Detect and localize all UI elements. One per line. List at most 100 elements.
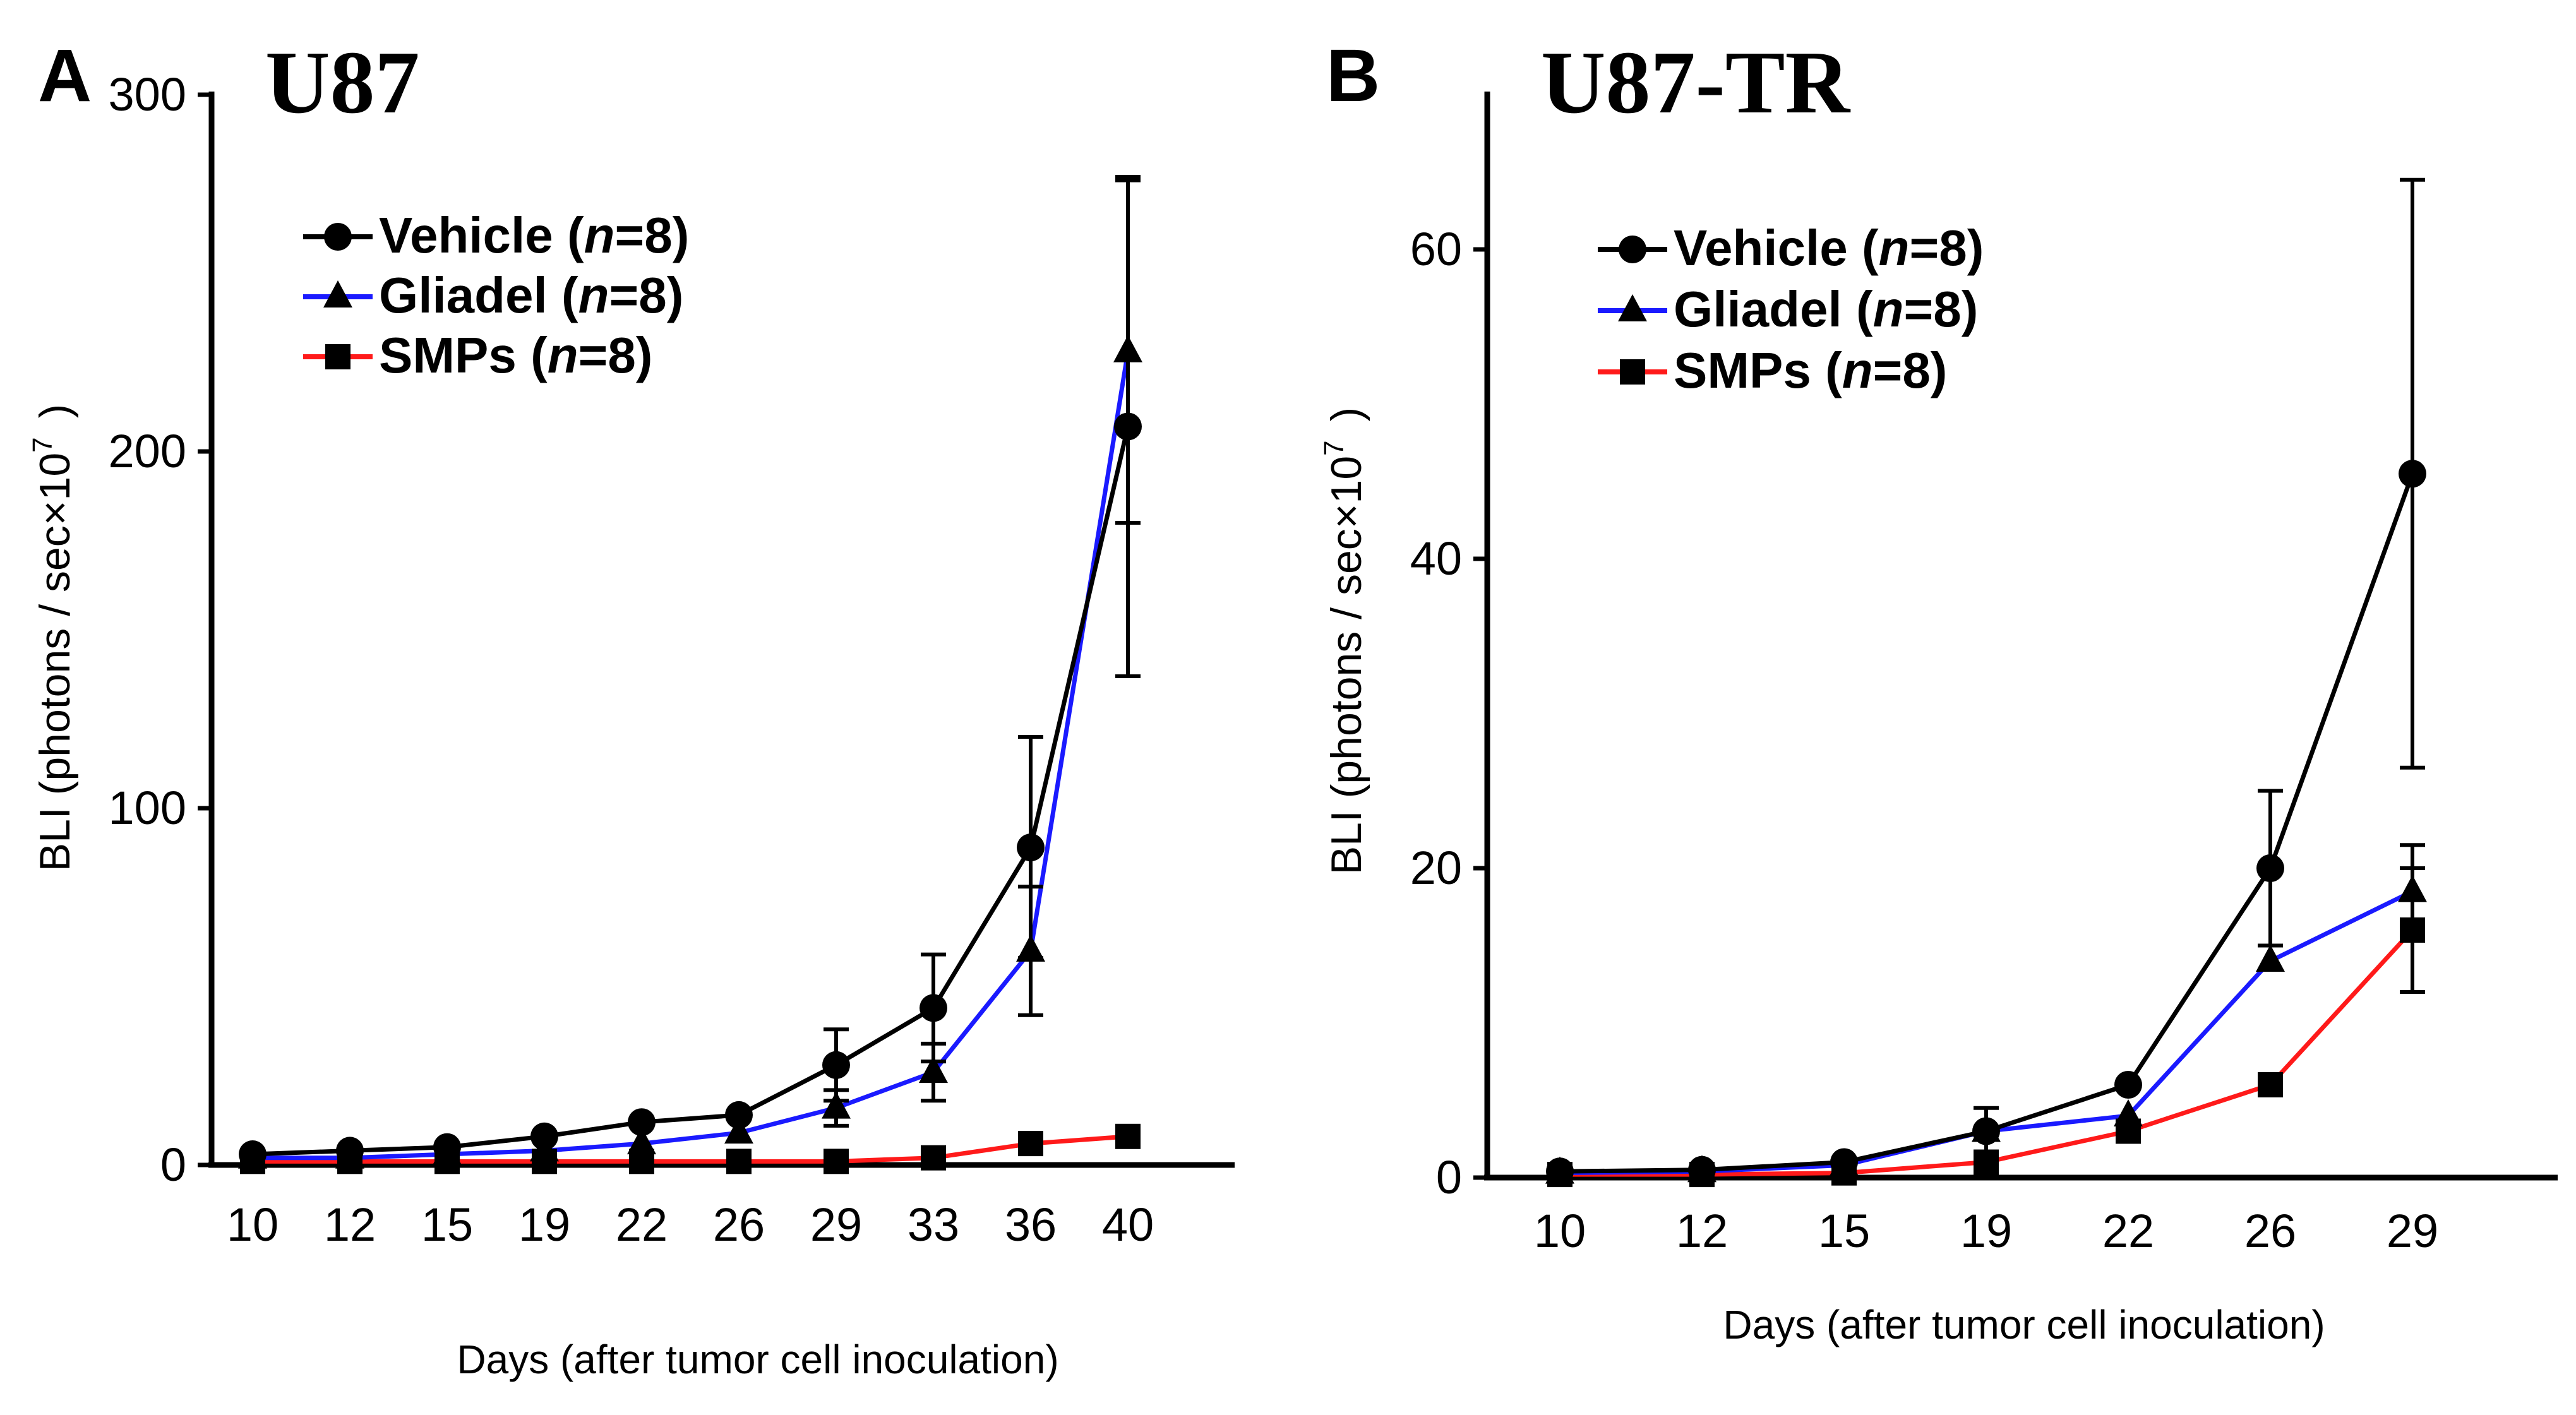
x-tick-label-b: 29 bbox=[2387, 1205, 2438, 1257]
x-tick-label-a: 29 bbox=[810, 1198, 862, 1251]
legend-label-count: =8) bbox=[609, 267, 684, 323]
y-axis-label-text: BLI (photons / sec×10 bbox=[31, 453, 79, 871]
legend-swatch-marker-smps bbox=[1620, 359, 1645, 385]
y-tick-label-b: 40 bbox=[1410, 532, 1462, 585]
x-tick-label-b: 15 bbox=[1818, 1205, 1870, 1257]
legend-label-n: n bbox=[1873, 281, 1904, 337]
data-point-vehicle bbox=[2114, 1071, 2142, 1099]
y-axis-label-b: BLI (photons / sec×107) bbox=[1319, 407, 1370, 875]
x-tick-label-a: 10 bbox=[227, 1198, 279, 1251]
legend-label-n: n bbox=[578, 267, 609, 323]
data-point-gliadel bbox=[724, 1116, 753, 1144]
legend-label-name: Vehicle ( bbox=[1674, 220, 1879, 276]
legend-label-gliadel: Gliadel (n=8) bbox=[379, 267, 683, 323]
x-tick-label-a: 15 bbox=[421, 1198, 473, 1251]
y-tick-label-a: 300 bbox=[109, 68, 186, 121]
data-point-vehicle bbox=[336, 1137, 364, 1165]
legend-swatch-marker-vehicle bbox=[324, 223, 352, 251]
data-point-gliadel bbox=[627, 1127, 656, 1155]
data-point-gliadel bbox=[2398, 875, 2427, 902]
data-point-vehicle bbox=[2256, 854, 2284, 882]
y-tick-label-b: 20 bbox=[1410, 842, 1462, 894]
y-axis-label-a: BLI (photons / sec×107) bbox=[27, 404, 79, 872]
data-point-vehicle bbox=[822, 1051, 850, 1079]
x-axis-label-a: Days (after tumor cell inoculation) bbox=[457, 1337, 1058, 1382]
x-tick-label-b: 22 bbox=[2102, 1205, 2154, 1257]
data-point-vehicle bbox=[1546, 1157, 1574, 1186]
data-point-smps bbox=[2400, 917, 2425, 943]
x-tick-label-a: 12 bbox=[324, 1198, 376, 1251]
data-point-vehicle bbox=[2399, 460, 2426, 488]
data-point-gliadel bbox=[2256, 945, 2285, 972]
y-tick-label-a: 0 bbox=[160, 1138, 186, 1191]
data-point-vehicle bbox=[628, 1108, 656, 1137]
x-tick-label-a: 26 bbox=[713, 1198, 765, 1251]
data-point-vehicle bbox=[725, 1101, 753, 1129]
legend-label-n: n bbox=[548, 327, 578, 383]
x-tick-label-a: 33 bbox=[908, 1198, 959, 1251]
legend-label-name: Gliadel ( bbox=[379, 267, 578, 323]
series-line-smps bbox=[253, 1134, 1129, 1164]
x-tick-label-b: 12 bbox=[1676, 1205, 1728, 1257]
panel-letter-b: B bbox=[1326, 34, 1380, 117]
data-point-vehicle bbox=[239, 1140, 267, 1169]
legend-swatch-marker-smps bbox=[325, 344, 350, 369]
data-point-smps bbox=[726, 1149, 752, 1174]
chart-title-a: U87 bbox=[265, 32, 420, 132]
data-point-vehicle bbox=[1114, 412, 1142, 441]
data-point-smps bbox=[1018, 1131, 1043, 1157]
chart-title-b: U87-TR bbox=[1541, 32, 1851, 132]
data-point-vehicle bbox=[530, 1122, 558, 1150]
data-point-gliadel bbox=[822, 1091, 851, 1119]
legend-label-count: =8) bbox=[1904, 281, 1979, 337]
series-line-gliadel bbox=[253, 351, 1130, 1161]
legend-label-count: =8) bbox=[578, 327, 653, 383]
legend-label-count: =8) bbox=[1909, 220, 1984, 276]
y-tick-label-a: 100 bbox=[109, 782, 186, 834]
data-point-vehicle bbox=[1017, 833, 1045, 862]
data-point-smps bbox=[921, 1145, 946, 1171]
y-axis-label-exponent: 7 bbox=[1319, 440, 1350, 455]
data-point-vehicle bbox=[1830, 1148, 1858, 1176]
data-point-smps bbox=[1115, 1123, 1141, 1149]
data-point-vehicle bbox=[433, 1133, 461, 1161]
x-tick-label-a: 36 bbox=[1005, 1198, 1057, 1251]
y-tick-label-b: 60 bbox=[1410, 223, 1462, 275]
data-point-smps bbox=[1974, 1149, 1999, 1175]
x-tick-label-b: 19 bbox=[1960, 1205, 2012, 1257]
legend-label-name: Gliadel ( bbox=[1674, 281, 1873, 337]
legend-label-smps: SMPs (n=8) bbox=[1674, 342, 1947, 398]
y-tick-label-b: 0 bbox=[1436, 1151, 1462, 1203]
legend-swatch-marker-vehicle bbox=[1619, 236, 1646, 263]
chart-panel-a: 0 100 200 300 10 12 15 19 22 26 29 33 36 40 BLI (photo… bbox=[27, 68, 1235, 1382]
panel-letter-a: A bbox=[38, 34, 92, 117]
x-tick-label-a: 19 bbox=[518, 1198, 570, 1251]
x-tick-label-b: 26 bbox=[2244, 1205, 2296, 1257]
x-axis-label-b: Days (after tumor cell inoculation) bbox=[1723, 1302, 2325, 1347]
legend-swatch-marker-gliadel bbox=[323, 280, 352, 307]
data-point-gliadel bbox=[2114, 1099, 2143, 1126]
legend-label-smps: SMPs (n=8) bbox=[379, 327, 652, 383]
x-tick-label-a: 22 bbox=[616, 1198, 668, 1251]
legend-swatch-marker-gliadel bbox=[1618, 294, 1647, 321]
data-point-vehicle bbox=[1972, 1117, 2000, 1145]
chart-panel-b: 0 20 40 60 10 12 15 19 22 26 29 BLI (photons / sec×… bbox=[1319, 92, 2558, 1347]
legend-label-count: =8) bbox=[614, 207, 689, 263]
legend-label-n: n bbox=[1879, 220, 1910, 276]
legend-label-n: n bbox=[1842, 342, 1873, 398]
legend-label-name: SMPs ( bbox=[1674, 342, 1842, 398]
x-tick-label-a: 40 bbox=[1102, 1198, 1154, 1251]
y-axis-label-text: BLI (photons / sec×10 bbox=[1322, 456, 1370, 875]
legend-label-vehicle: Vehicle (n=8) bbox=[379, 207, 689, 263]
data-point-smps bbox=[2258, 1072, 2283, 1097]
y-axis-label-close: ) bbox=[1322, 407, 1370, 422]
legend-label-count: =8) bbox=[1873, 342, 1948, 398]
data-point-gliadel bbox=[919, 1056, 948, 1084]
series-line-vehicle bbox=[252, 426, 1130, 1157]
data-point-vehicle bbox=[920, 994, 947, 1022]
legend-label-n: n bbox=[584, 207, 615, 263]
y-axis-label-exponent: 7 bbox=[27, 437, 58, 452]
data-point-smps bbox=[824, 1149, 849, 1174]
